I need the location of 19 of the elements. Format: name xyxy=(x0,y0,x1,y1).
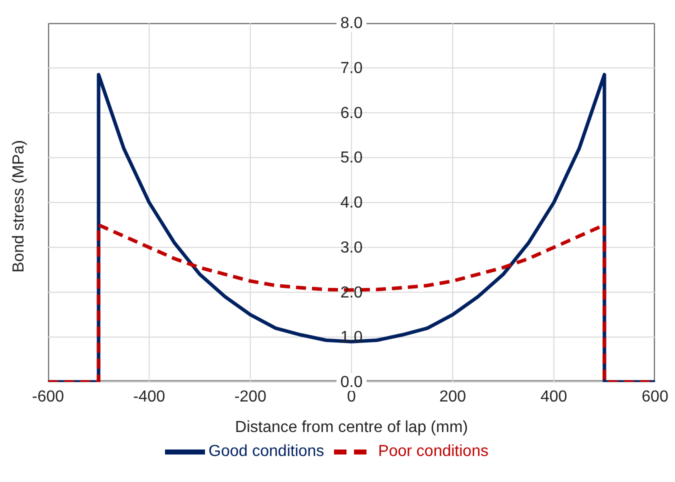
y-tick-label: 3.0 xyxy=(340,239,363,256)
y-axis-title: Bond stress (MPa) xyxy=(10,140,28,272)
y-tick-label: 2.0 xyxy=(340,284,363,302)
x-tick-label: -200 xyxy=(234,388,266,406)
x-tick-label: 200 xyxy=(439,388,466,406)
y-tick-label: 8.0 xyxy=(340,15,363,32)
y-tick-label: 4.0 xyxy=(340,194,363,212)
legend-label: Poor conditions xyxy=(378,443,488,460)
x-tick-label: -600 xyxy=(32,388,64,406)
x-tick-label: -400 xyxy=(133,388,166,406)
y-tick-label: 5.0 xyxy=(340,150,363,167)
x-tick-label: 0 xyxy=(347,388,356,406)
x-axis-title: Distance from centre of lap (mm) xyxy=(235,419,468,436)
y-tick-label: 6.0 xyxy=(340,104,363,122)
x-tick-label: 600 xyxy=(642,388,668,406)
legend-label: Good conditions xyxy=(208,443,324,460)
y-tick-label: 7.0 xyxy=(340,60,363,77)
y-tick-label: 0.0 xyxy=(340,374,363,391)
x-tick-label: 400 xyxy=(540,388,568,406)
